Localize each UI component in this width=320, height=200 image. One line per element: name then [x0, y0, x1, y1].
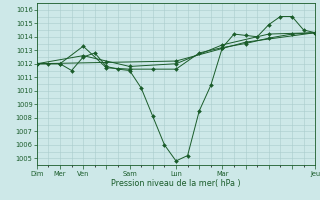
X-axis label: Pression niveau de la mer( hPa ): Pression niveau de la mer( hPa ) — [111, 179, 241, 188]
